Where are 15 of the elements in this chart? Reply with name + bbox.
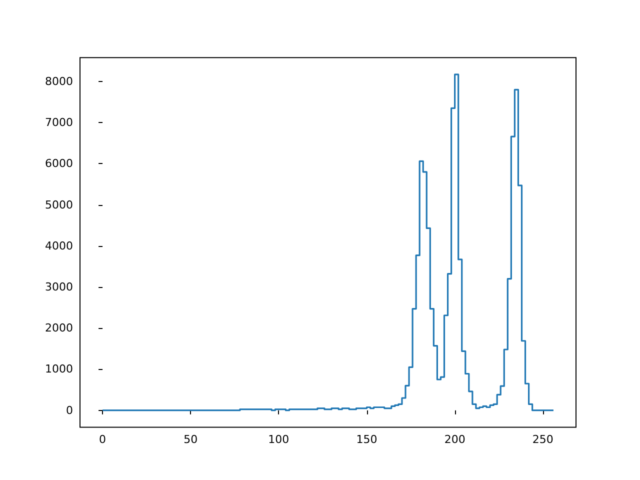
x-tick-label: 0 bbox=[99, 433, 106, 446]
x-tick-label: 250 bbox=[532, 433, 554, 446]
y-tick-label: 1000 bbox=[45, 362, 73, 376]
y-tick-label: 0 bbox=[66, 404, 73, 417]
x-tick-label: 200 bbox=[444, 433, 466, 446]
y-tick-label: 3000 bbox=[45, 280, 73, 294]
y-tick-label: 4000 bbox=[45, 239, 73, 252]
x-tick-label: 50 bbox=[184, 433, 198, 446]
x-tick-label: 150 bbox=[356, 433, 378, 446]
y-tick-label: 8000 bbox=[45, 74, 73, 88]
y-tick-label: 5000 bbox=[45, 198, 73, 212]
y-tick-label: 7000 bbox=[45, 116, 73, 130]
y-tick-label: 2000 bbox=[45, 322, 73, 335]
y-tick-label: 6000 bbox=[45, 157, 73, 170]
x-tick-label: 100 bbox=[268, 433, 290, 446]
